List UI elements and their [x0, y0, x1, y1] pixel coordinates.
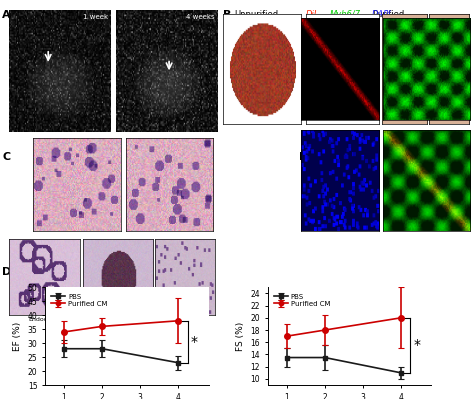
Text: C: C: [2, 152, 10, 162]
Legend: PBS, Purified CM: PBS, Purified CM: [271, 291, 333, 310]
Text: DiI: DiI: [306, 10, 317, 19]
Text: Purified: Purified: [373, 10, 405, 19]
Text: E: E: [299, 152, 306, 162]
Y-axis label: EF (%): EF (%): [13, 322, 22, 351]
Text: 4 weeks: 4 weeks: [186, 14, 215, 20]
Text: A: A: [2, 10, 11, 20]
Y-axis label: FS (%): FS (%): [236, 322, 245, 351]
Text: B: B: [223, 10, 231, 20]
Text: 1 week: 1 week: [83, 14, 109, 20]
Text: Myh6/7: Myh6/7: [329, 10, 361, 19]
Text: DAPI: DAPI: [372, 10, 392, 19]
Text: Mesoderm: Mesoderm: [101, 317, 135, 322]
Text: Unpurified: Unpurified: [234, 10, 278, 19]
Text: *: *: [191, 335, 198, 349]
Text: D: D: [2, 267, 12, 277]
Text: Endoderm: Endoderm: [28, 317, 61, 322]
Legend: PBS, Purified CM: PBS, Purified CM: [48, 291, 110, 310]
Text: *: *: [413, 338, 420, 352]
Text: Ectoderm: Ectoderm: [170, 317, 200, 322]
